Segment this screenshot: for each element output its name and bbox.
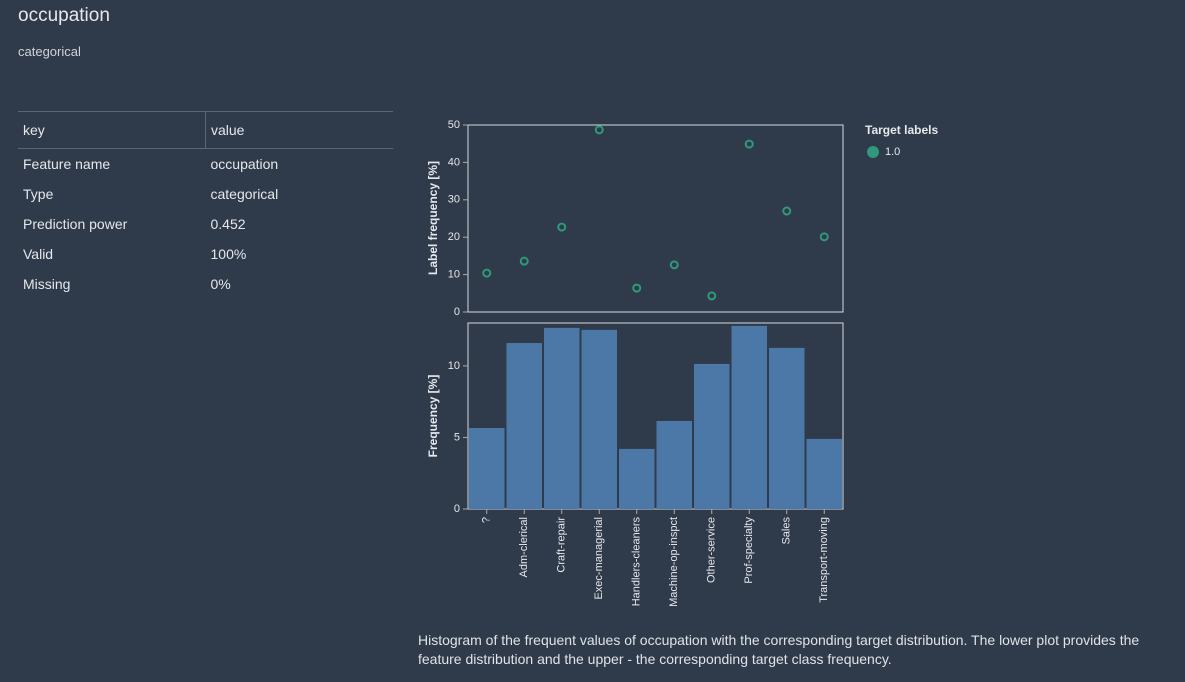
column-header: key: [18, 111, 206, 149]
y-tick-label: 20: [448, 231, 460, 243]
y-tick-label: 10: [448, 360, 460, 372]
plot-frame: [467, 322, 844, 510]
info-table: key value Feature name occupation Type cate…: [18, 111, 393, 299]
bar: [806, 438, 842, 509]
legend-title: Target labels: [865, 123, 938, 137]
title: occupation: [18, 5, 110, 26]
table-cell: Prediction power: [23, 216, 128, 232]
point: [819, 232, 829, 242]
table-cell: 100%: [210, 246, 247, 262]
plot-frame: [467, 124, 844, 313]
bar: [544, 327, 580, 509]
point: [594, 125, 604, 135]
x-tick-label: Handlers-cleaners: [631, 517, 643, 607]
bar: [619, 448, 655, 509]
x-tick-label: Craft-repair: [556, 517, 568, 573]
point: [744, 139, 754, 149]
table-row: Valid 100%: [18, 239, 393, 269]
subtitle: categorical: [18, 44, 81, 59]
header-row: key value: [18, 111, 393, 149]
y-tick-label: 50: [448, 119, 460, 131]
table-cell: Valid: [23, 246, 54, 262]
point: [482, 268, 492, 278]
bar: [581, 329, 617, 509]
point: [519, 256, 529, 266]
caption: Histogram of the frequent values of occu…: [418, 632, 1140, 667]
x-tick-label: Adm-clerical: [518, 517, 530, 578]
y-axis-title: Frequency [%]: [426, 375, 440, 458]
x-tick-label: Transport-moving: [818, 517, 830, 603]
table-cell: 0%: [210, 276, 231, 292]
point: [669, 260, 679, 270]
bar: [731, 325, 767, 509]
y-tick-label: 30: [448, 194, 460, 206]
x-tick-label: ?: [481, 517, 493, 523]
point: [557, 222, 567, 232]
table-row: Feature name occupation: [18, 149, 393, 180]
table-cell: categorical: [210, 186, 279, 202]
point: [632, 283, 642, 293]
point: [782, 206, 792, 216]
x-tick-label: Machine-op-inspct: [668, 517, 680, 607]
x-tick-label: Exec-managerial: [593, 517, 605, 600]
table-cell: occupation: [210, 156, 279, 172]
x-tick-label: Other-service: [706, 517, 718, 583]
y-tick-label: 10: [448, 269, 460, 281]
legend-label: 1.0: [885, 146, 900, 158]
bar: [694, 363, 730, 509]
y-tick-label: 0: [454, 306, 460, 318]
bar: [769, 347, 805, 509]
table-cell: 0.452: [210, 216, 246, 232]
y-tick-label: 40: [448, 156, 460, 168]
x-tick-label: Prof-specialty: [743, 517, 755, 584]
column-header: value: [211, 122, 245, 138]
x-tick-label: Sales: [781, 517, 793, 545]
point: [707, 291, 717, 301]
table-row: Type categorical: [18, 179, 393, 209]
y-tick-label: 5: [454, 431, 460, 443]
table-cell: Feature name: [23, 156, 111, 172]
y-tick-label: 0: [454, 503, 460, 515]
bar: [506, 343, 542, 509]
bar: [469, 428, 505, 509]
table-row: Prediction power 0.452: [18, 209, 393, 239]
table-cell: Missing: [23, 276, 71, 292]
table-cell: Type: [23, 186, 54, 202]
table-row: Missing 0%: [18, 269, 393, 299]
bar: [656, 421, 692, 509]
y-axis-title: Label frequency [%]: [426, 161, 440, 275]
legend-swatch: [867, 146, 879, 158]
